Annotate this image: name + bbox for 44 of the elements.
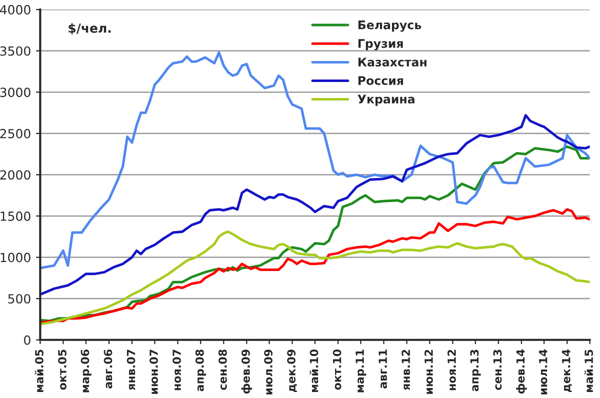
- x-tick-label: ноя.07: [172, 350, 181, 390]
- x-tick-label: окт.10: [332, 349, 342, 390]
- x-tick-label: дек.09: [287, 350, 297, 392]
- legend-label: Грузия: [358, 39, 403, 50]
- x-tick-label: мар.11: [356, 350, 366, 392]
- y-tick-label: 2000: [0, 170, 30, 180]
- x-tick-label: июл.09: [264, 350, 272, 394]
- x-tick-label: фев.09: [241, 350, 252, 394]
- x-tick-label: фев.14: [516, 349, 527, 394]
- legend-label: Беларусь: [358, 20, 422, 32]
- y-tick-label: 500: [8, 294, 30, 304]
- line-series: [40, 208, 590, 324]
- x-tick-label: янв.12: [402, 350, 410, 390]
- y-tick-label: 1500: [0, 211, 30, 221]
- x-tick-label: авг.06: [104, 350, 112, 388]
- x-tick-label: май.15: [584, 350, 594, 392]
- y-tick-label: 0: [24, 335, 30, 345]
- y-tick-label: 1000: [0, 252, 30, 262]
- x-tick-label: июл.14: [539, 349, 548, 394]
- x-tick-label: май.10: [310, 349, 318, 392]
- y-tick-label: 3500: [0, 46, 30, 56]
- x-tick-label: апр.08: [195, 350, 206, 392]
- y-axis-title: $/чел.: [68, 23, 111, 35]
- x-tick-label: июн.07: [150, 350, 158, 394]
- x-tick-label: авг.11: [378, 350, 387, 388]
- line-series: [40, 230, 590, 326]
- x-tick-label: апр.13: [470, 350, 481, 392]
- y-tick-label: 4000: [0, 5, 30, 14]
- y-tick-label: 3000: [0, 88, 30, 98]
- x-tick-label: июн.12: [424, 350, 433, 394]
- x-tick-label: май.05: [34, 350, 44, 392]
- legend-label: Украина: [358, 94, 414, 106]
- x-tick-label: мар.06: [80, 350, 92, 392]
- x-tick-label: сен.08: [218, 350, 227, 390]
- x-tick-label: окт.05: [58, 350, 66, 390]
- x-tick-label: янв.07: [126, 350, 136, 390]
- legend-label: Россия: [358, 76, 404, 86]
- legend-label: Казахстан: [358, 58, 426, 67]
- x-tick-label: дек.14: [562, 349, 572, 392]
- x-tick-label: сен.13: [493, 350, 502, 390]
- line-series: [40, 51, 590, 270]
- y-tick-label: 2500: [0, 128, 30, 138]
- x-tick-label: ноя.12: [448, 350, 456, 390]
- line-series: [40, 114, 590, 296]
